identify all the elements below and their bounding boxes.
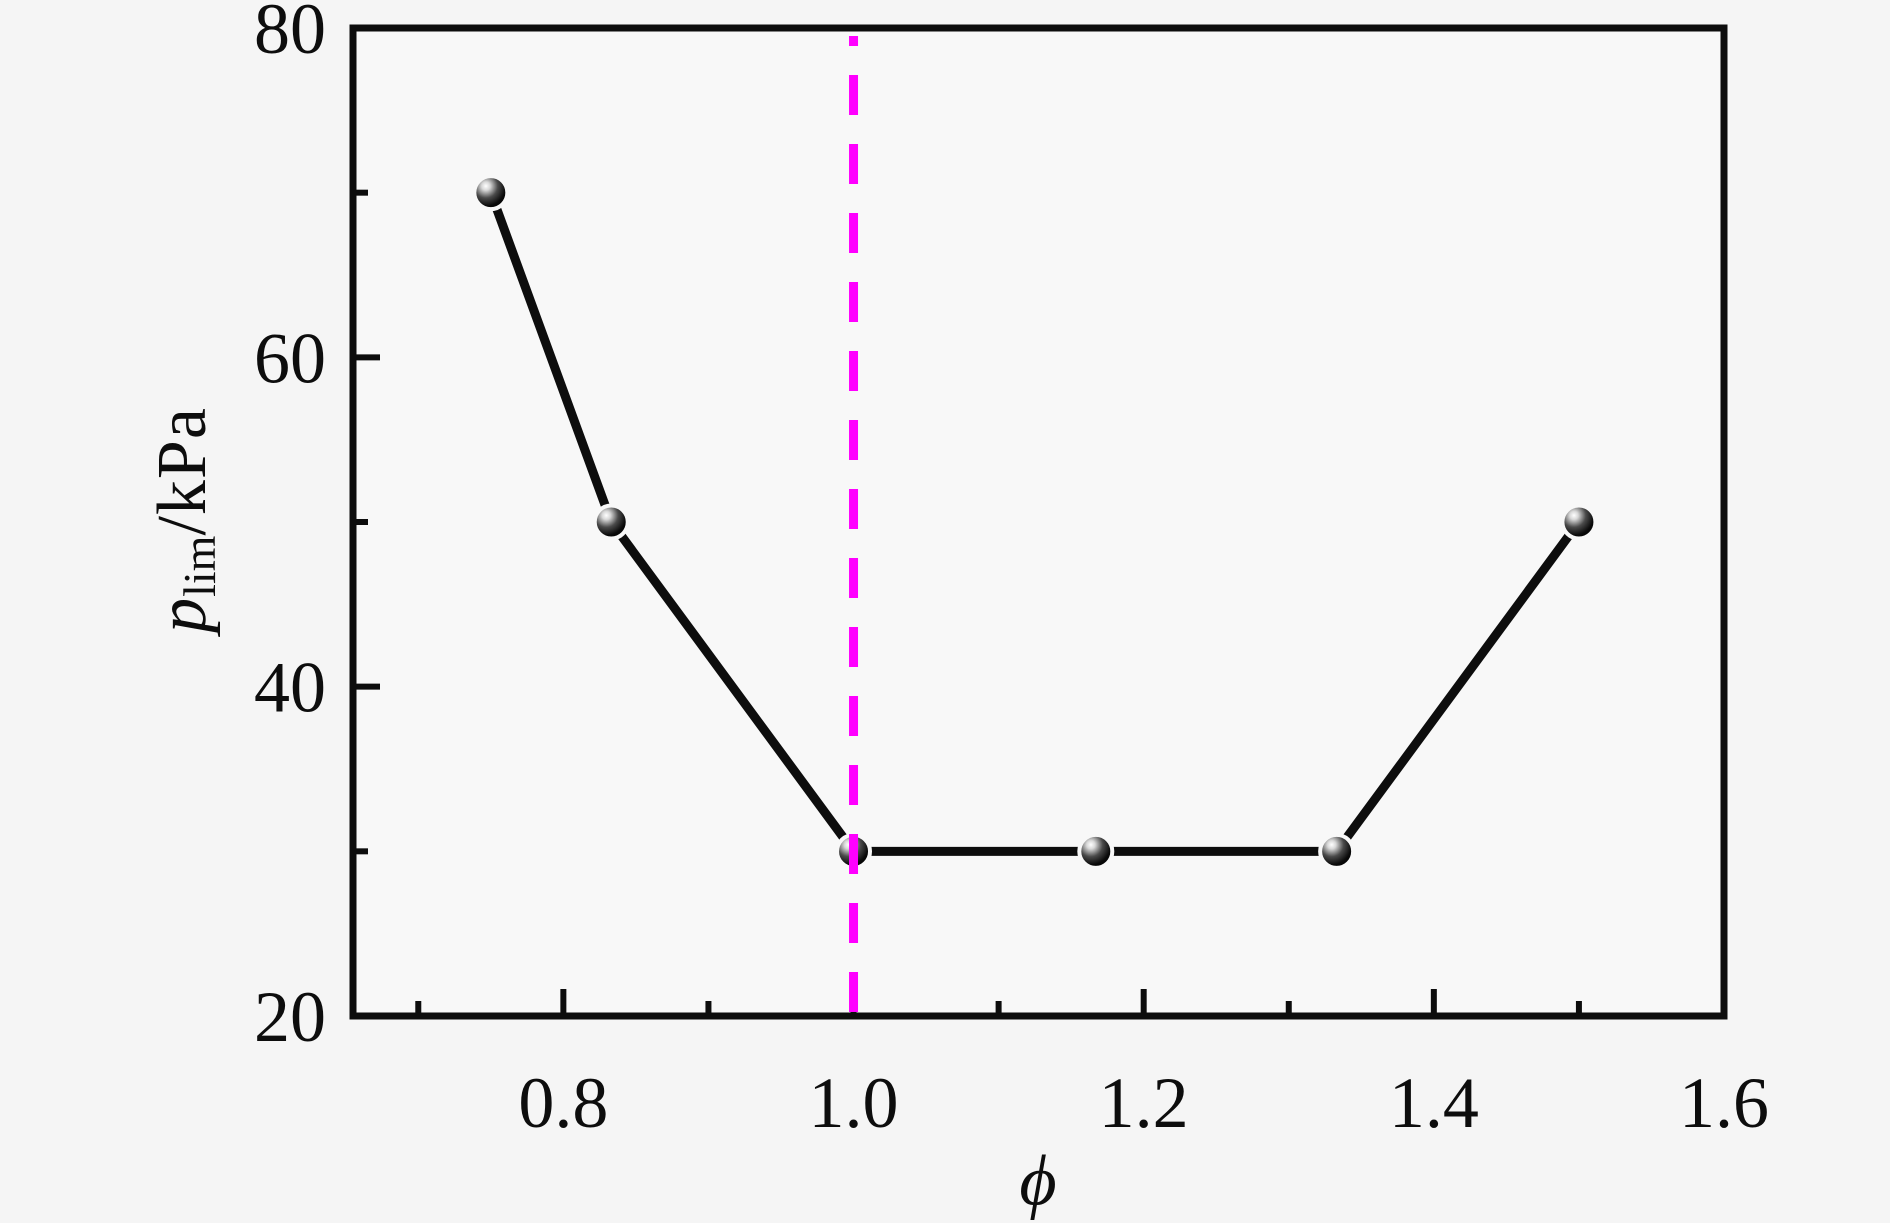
y-axis-tick-label: 40 — [254, 648, 326, 728]
y-axis-subscript: lim — [174, 535, 226, 597]
y-axis-tick-label: 60 — [254, 318, 326, 398]
x-axis-tick-label: 1.4 — [1389, 1063, 1479, 1143]
x-axis-label: ϕ — [1019, 1140, 1056, 1223]
data-point-marker — [592, 503, 630, 541]
x-axis-tick-label: 1.0 — [809, 1063, 899, 1143]
axis-frame — [349, 24, 1728, 1020]
y-axis-tick-label: 20 — [254, 977, 326, 1057]
y-axis-tick-label: 80 — [254, 0, 326, 69]
x-axis-tick-label: 1.2 — [1099, 1063, 1189, 1143]
y-axis-symbol: p — [144, 596, 221, 633]
data-point-marker — [1077, 832, 1115, 870]
data-line — [486, 191, 1583, 856]
data-point-marker — [472, 174, 510, 212]
y-axis-unit: /kPa — [144, 407, 221, 536]
x-axis-tick-label: 0.8 — [518, 1063, 608, 1143]
x-axis-tick-label: 1.6 — [1679, 1063, 1769, 1143]
plot-area — [353, 28, 1724, 1016]
x-axis-symbol: ϕ — [1019, 1140, 1057, 1221]
y-axis-label: plim/kPa — [143, 407, 226, 633]
data-point-marker — [1560, 503, 1598, 541]
data-point-marker — [1318, 832, 1356, 870]
